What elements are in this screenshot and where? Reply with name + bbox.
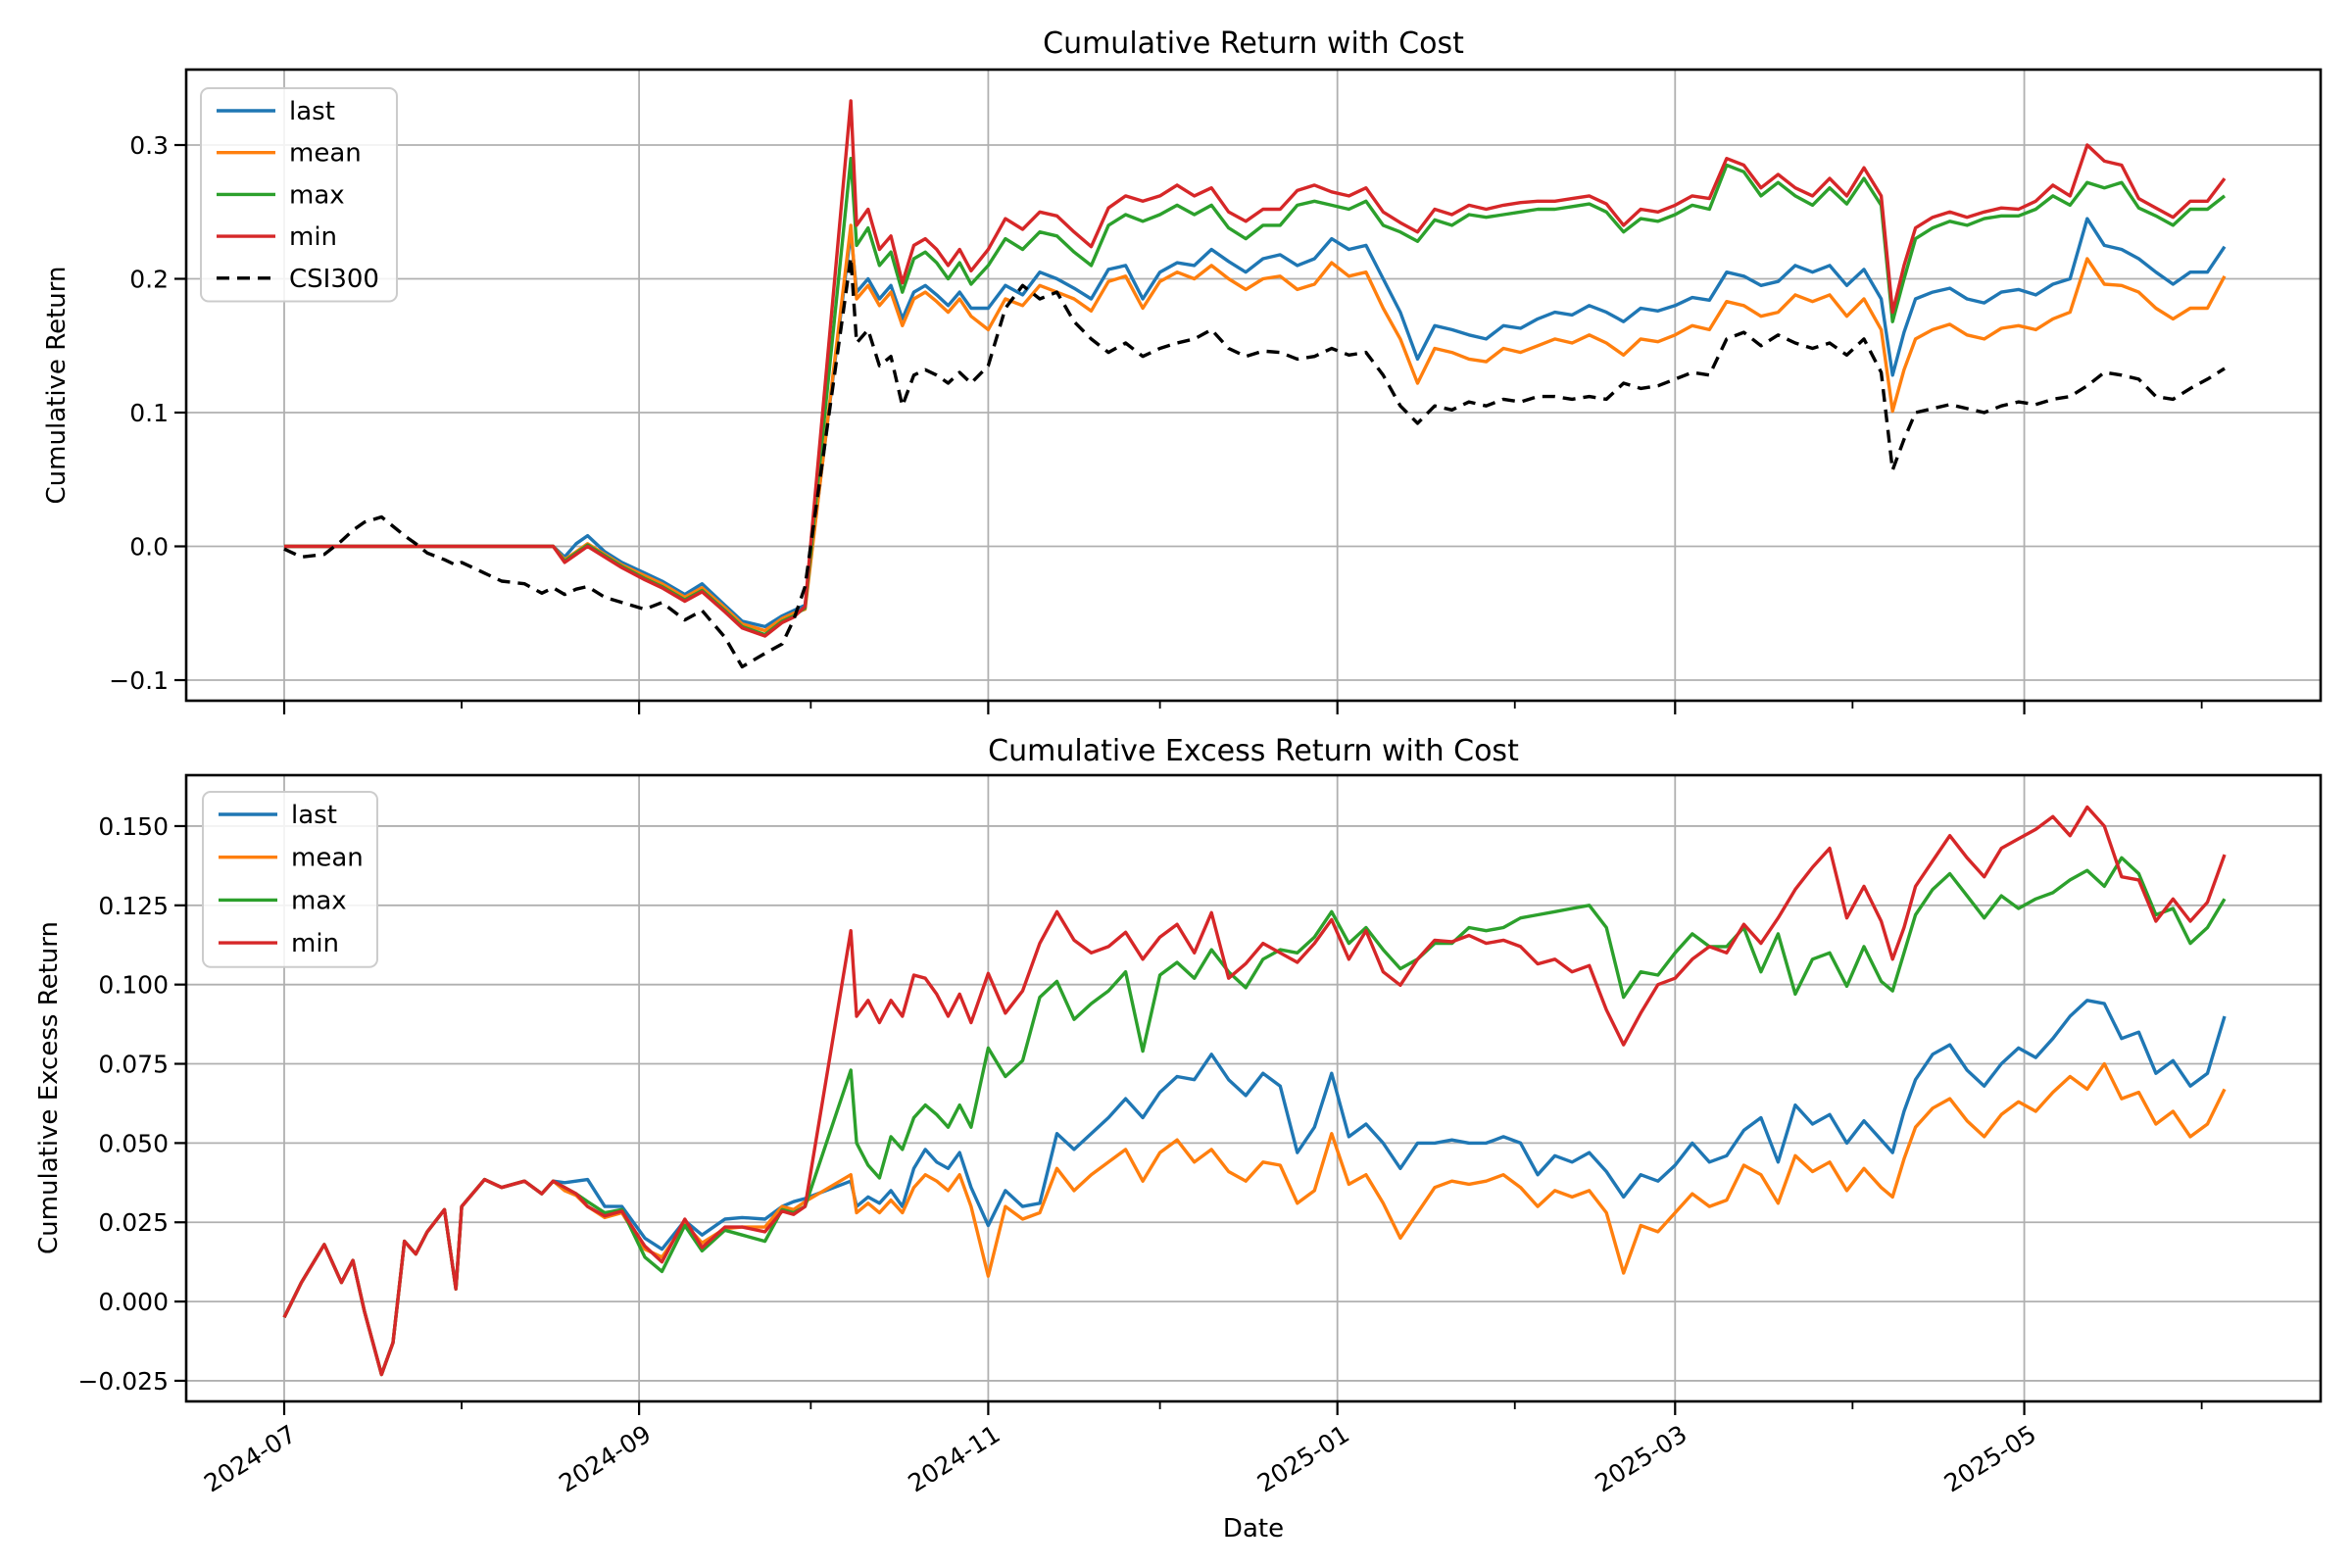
- legend-item-mean: mean: [219, 844, 364, 873]
- bottom-chart-title: Cumulative Excess Return with Cost: [988, 734, 1519, 768]
- legend-item-last: last: [219, 801, 337, 830]
- top-y-axis-label: Cumulative Return: [42, 267, 72, 505]
- series-last: [284, 217, 2227, 629]
- legend-item-max: max: [217, 180, 345, 210]
- panel-top: 0.3 0.2 0.1 0.0 −0.1 last mean max min CSI300: [109, 68, 2323, 714]
- x-tick-label: 2025-01: [1252, 1419, 1354, 1497]
- series-max: [282, 856, 2227, 1377]
- series-mean: [284, 223, 2227, 633]
- y-tick-label: 0.150: [98, 812, 169, 841]
- legend-box: [200, 87, 398, 303]
- top-chart-title: Cumulative Return with Cost: [1043, 26, 1464, 61]
- series-max: [284, 156, 2227, 637]
- x-tick-label: 2024-07: [199, 1419, 301, 1497]
- panel-bottom: 0.150 0.125 0.100 0.075 0.050 0.025 0.000 −0.02…: [77, 773, 2323, 1497]
- legend-label: max: [291, 886, 347, 915]
- legend-label: min: [289, 222, 337, 252]
- legend-label: CSI300: [289, 265, 379, 294]
- legend-label: mean: [289, 139, 362, 169]
- series-mean: [282, 1061, 2227, 1377]
- x-axis-label: Date: [1223, 1514, 1284, 1544]
- series-min: [284, 99, 2227, 638]
- y-tick-label: 0.050: [98, 1129, 169, 1157]
- plot-border: [184, 773, 2323, 1403]
- y-tick-label: 0.3: [129, 131, 169, 160]
- legend-item-last: last: [217, 97, 335, 126]
- legend-box: [202, 791, 378, 968]
- y-tick-label: 0.075: [98, 1051, 169, 1079]
- y-tick-label: −0.025: [77, 1367, 169, 1396]
- legend-item-CSI300: CSI300: [217, 265, 379, 294]
- y-tick-label: 0.000: [98, 1288, 169, 1316]
- y-tick-label: 0.1: [129, 399, 169, 427]
- series-last: [282, 999, 2227, 1377]
- legend-label: last: [291, 801, 337, 830]
- x-tick-label: 2025-03: [1591, 1419, 1692, 1497]
- bottom-y-axis-label: Cumulative Excess Return: [34, 921, 64, 1254]
- y-tick-label: 0.2: [129, 266, 169, 294]
- legend-label: min: [291, 929, 339, 958]
- legend-label: mean: [291, 844, 364, 873]
- x-tick-label: 2025-05: [1939, 1419, 2041, 1497]
- legend-item-min: min: [219, 929, 339, 958]
- legend-item-max: max: [219, 886, 347, 915]
- y-tick-label: 0.100: [98, 971, 169, 1000]
- x-tick-label: 2024-09: [554, 1419, 656, 1497]
- legend: last mean max min: [202, 791, 378, 968]
- series-min: [282, 805, 2227, 1377]
- legend: last mean max min CSI300: [200, 87, 398, 303]
- y-tick-label: 0.125: [98, 892, 169, 920]
- y-tick-label: 0.0: [129, 533, 169, 562]
- series-CSI300: [283, 256, 2226, 669]
- y-tick-label: −0.1: [109, 666, 169, 695]
- legend-label: max: [289, 180, 345, 210]
- y-tick-label: 0.025: [98, 1208, 169, 1237]
- legend-label: last: [289, 97, 335, 126]
- plot-border: [184, 68, 2323, 703]
- legend-item-mean: mean: [217, 139, 362, 169]
- legend-item-min: min: [217, 222, 337, 252]
- x-tick-label: 2024-11: [904, 1419, 1005, 1497]
